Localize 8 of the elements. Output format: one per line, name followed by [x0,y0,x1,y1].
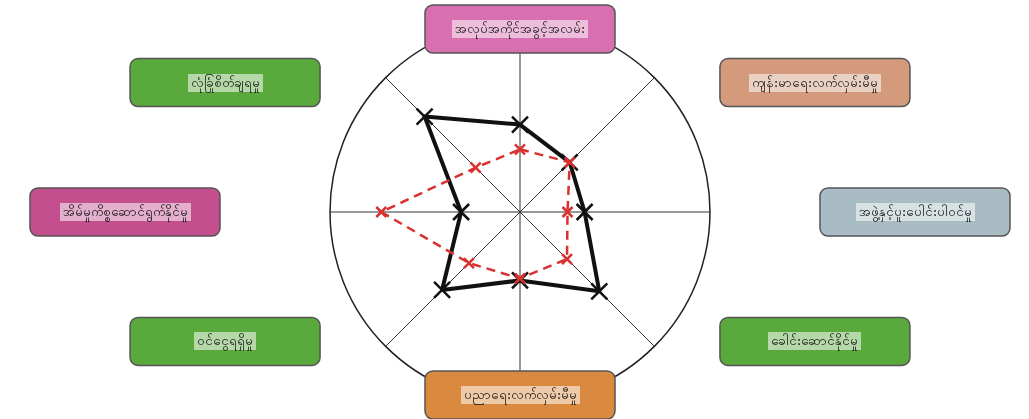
spoke-label: အိမ်မှုကိစ္စဆောင်ရွက်နိုင်မှု [59,203,191,221]
spoke-label: လုံခြုံစိတ်ချရမှု [187,73,263,92]
spoke-label: ခေါင်းဆောင်နိုင်မှု [768,332,862,351]
spoke-label: အဖွဲ့နှင့်ပူးပေါင်းပါဝင်မှု [855,203,975,221]
spoke-label: အလုပ်အကိုင်အခွင့်အလမ်း [452,20,588,38]
spoke-label: ကျန်းမာရေးလက်လှမ်းမီမှု [748,73,881,92]
spoke-label: ဝင်ငွေရရှိမှု [194,332,257,351]
spoke-label: ပညာရေးလက်လှမ်းမီမှု [460,386,580,404]
